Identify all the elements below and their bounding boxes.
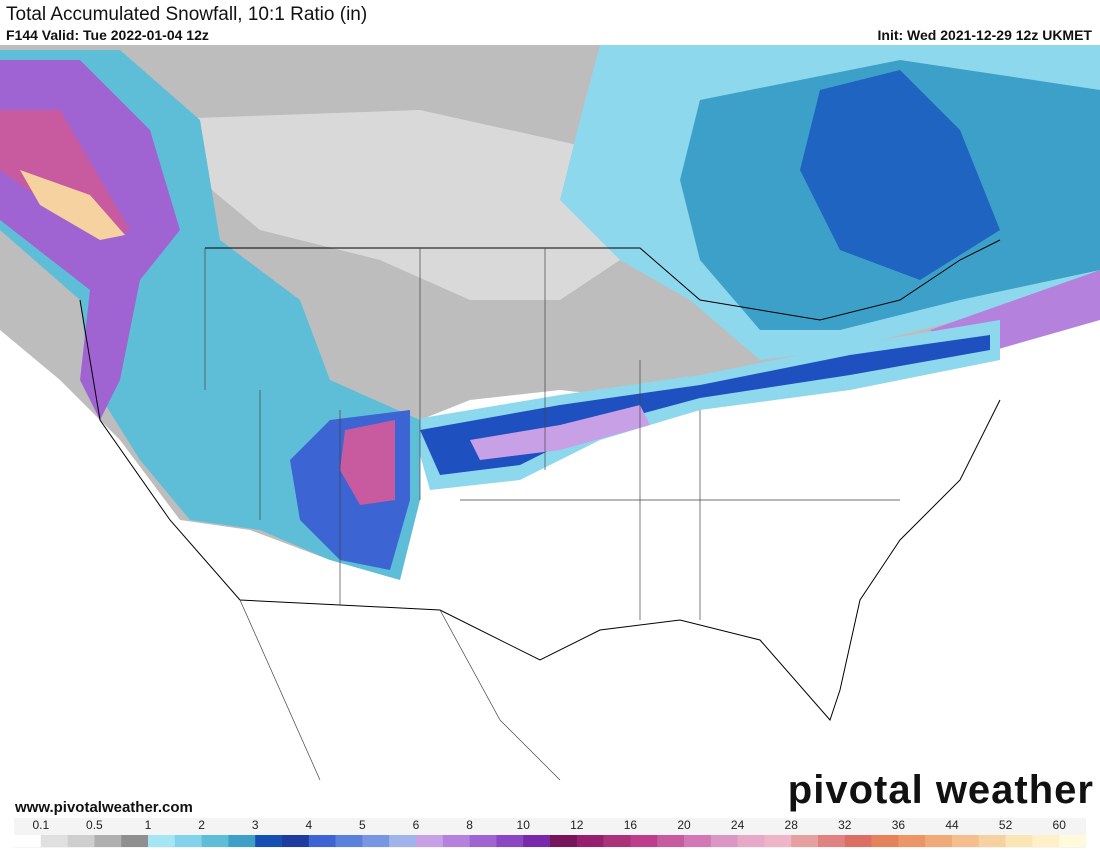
- level-label: 6: [413, 818, 420, 832]
- snow-rockies-pink: [340, 420, 395, 505]
- color-swatch: [174, 835, 202, 847]
- state-lines: [204, 248, 900, 620]
- title: Total Accumulated Snowfall, 10:1 Ratio (…: [6, 4, 368, 25]
- level-label: 4: [305, 818, 312, 832]
- color-swatch: [67, 835, 95, 847]
- snow-west-peach: [20, 170, 125, 240]
- colorbar: 0.1 0.5 1 2 3 4 5 6 8 10 12 16 20 24 28 32 36 44 52 60: [14, 818, 1087, 848]
- snow-light-gray: [140, 110, 620, 300]
- color-swatch: [978, 835, 1006, 847]
- snow-band-purple: [470, 405, 650, 460]
- color-swatch: [844, 835, 872, 847]
- color-swatch: [14, 835, 42, 847]
- color-swatch: [1032, 835, 1060, 847]
- level-label: 0.1: [32, 818, 49, 832]
- border-canada: [205, 239, 1001, 321]
- color-swatch: [550, 835, 578, 847]
- level-label: 24: [731, 818, 745, 832]
- level-label: 20: [677, 818, 691, 832]
- color-swatch: [362, 835, 390, 847]
- color-swatch: [40, 835, 68, 847]
- color-swatch: [255, 835, 283, 847]
- color-swatch: [389, 835, 417, 847]
- color-swatch: [791, 835, 819, 847]
- color-swatch: [121, 835, 149, 847]
- color-swatch: [925, 835, 953, 847]
- coast-us: [79, 299, 1001, 721]
- color-swatch: [630, 835, 658, 847]
- level-label: 10: [517, 818, 531, 832]
- color-swatch: [603, 835, 631, 847]
- level-label: 12: [570, 818, 584, 832]
- level-label: 52: [999, 818, 1013, 832]
- color-swatch: [335, 835, 363, 847]
- color-swatch: [416, 835, 444, 847]
- color-swatch: [710, 835, 738, 847]
- color-swatch: [201, 835, 229, 847]
- color-swatch: [657, 835, 685, 847]
- level-label: 1: [145, 818, 152, 832]
- level-label: 28: [785, 818, 799, 832]
- valid-time: F144 Valid: Tue 2022-01-04 12z: [6, 27, 209, 43]
- color-swatch: [898, 835, 926, 847]
- level-label: 32: [838, 818, 852, 832]
- color-swatch: [442, 835, 470, 847]
- level-label: 60: [1053, 818, 1067, 832]
- init-time: Init: Wed 2021-12-29 12z UKMET: [877, 27, 1092, 43]
- level-label: 8: [466, 818, 473, 832]
- color-swatch: [952, 835, 980, 847]
- color-swatch: [308, 835, 336, 847]
- color-swatch: [496, 835, 524, 847]
- borders: [79, 239, 1001, 781]
- level-label: 44: [945, 818, 959, 832]
- header: Total Accumulated Snowfall, 10:1 Ratio (…: [0, 0, 1100, 45]
- level-label: 36: [892, 818, 906, 832]
- color-swatch: [737, 835, 765, 847]
- color-swatch: [684, 835, 712, 847]
- watermark: pivotal weather: [788, 768, 1094, 812]
- color-swatch: [576, 835, 604, 847]
- color-swatch: [1005, 835, 1033, 847]
- level-label: 2: [198, 818, 205, 832]
- website: www.pivotalweather.com: [14, 799, 193, 816]
- color-swatch: [282, 835, 310, 847]
- color-swatch: [871, 835, 899, 847]
- color-swatch: [94, 835, 122, 847]
- level-label: 0.5: [86, 818, 103, 832]
- mexico-lines: [239, 599, 561, 781]
- level-label: 16: [624, 818, 638, 832]
- color-swatch: [148, 835, 176, 847]
- color-swatch: [523, 835, 551, 847]
- color-swatch: [818, 835, 846, 847]
- level-label: 5: [359, 818, 366, 832]
- level-label: 3: [252, 818, 259, 832]
- color-swatch: [764, 835, 792, 847]
- snow-dark-blue: [800, 70, 1000, 280]
- color-swatch: [1059, 835, 1087, 847]
- color-swatch: [228, 835, 256, 847]
- color-swatch: [469, 835, 497, 847]
